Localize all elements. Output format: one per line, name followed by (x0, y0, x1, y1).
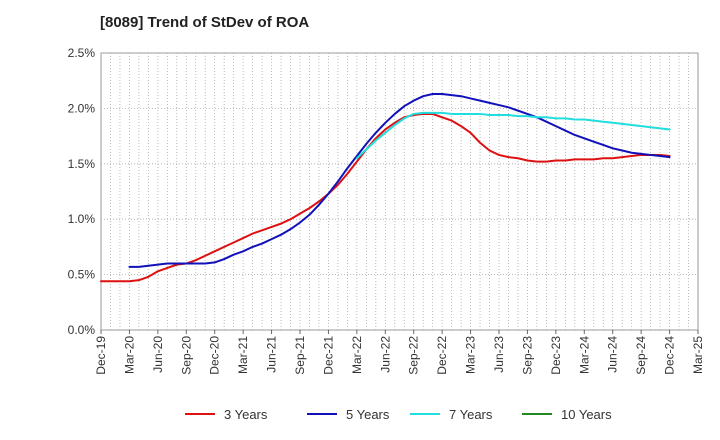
x-tick-label: Mar-23 (464, 336, 478, 374)
y-tick-label: 0.5% (68, 268, 96, 282)
x-tick-label: Dec-19 (94, 336, 108, 375)
grid-layer (101, 52, 698, 330)
x-tick-label: Dec-24 (663, 336, 677, 375)
x-tick-label: Sep-22 (407, 336, 421, 375)
series-line-5-years (128, 93, 671, 268)
x-tick-label: Mar-22 (350, 336, 364, 374)
y-tick-label: 2.0% (68, 101, 96, 115)
x-tick-label: Mar-21 (236, 336, 250, 374)
x-tick-label: Sep-21 (293, 336, 307, 375)
x-tick-label: Mar-24 (577, 336, 591, 374)
series-layer (100, 93, 671, 283)
x-tick-label: Jun-20 (151, 336, 165, 373)
legend: 3 Years 5 Years 7 Years 10 Years (185, 407, 612, 422)
series-line-7-years (355, 111, 671, 160)
x-tick-label: Jun-22 (378, 336, 392, 373)
y-tick-label: 0.0% (68, 323, 96, 337)
x-tick-label: Dec-23 (549, 336, 563, 375)
legend-label: 3 Years (224, 407, 268, 422)
series-line-3-years (100, 112, 671, 283)
x-tick-label: Dec-20 (208, 336, 222, 375)
x-tick-label: Sep-20 (179, 336, 193, 375)
y-axis: 0.0% 0.5% 1.0% 1.5% 2.0% 2.5% (68, 46, 96, 337)
legend-label: 10 Years (561, 407, 612, 422)
x-tick-label: Mar-20 (122, 336, 136, 374)
x-tick-label: Mar-25 (691, 336, 705, 374)
x-tick-label: Jun-23 (492, 336, 506, 373)
legend-label: 5 Years (346, 407, 390, 422)
x-tick-label: Sep-23 (520, 336, 534, 375)
x-tick-label: Dec-21 (321, 336, 335, 375)
x-tick-label: Dec-22 (435, 336, 449, 375)
x-tick-label: Jun-21 (265, 336, 279, 373)
plot-area (100, 52, 699, 331)
y-tick-label: 2.5% (68, 46, 96, 60)
y-tick-label: 1.5% (68, 157, 96, 171)
x-axis: Dec-19 Mar-20 Jun-20 Sep-20 Dec-20 Mar-21 Jun-… (94, 330, 705, 375)
x-tick-label: Jun-24 (606, 336, 620, 373)
legend-label: 7 Years (449, 407, 493, 422)
x-tick-label: Sep-24 (634, 336, 648, 375)
y-tick-label: 1.0% (68, 212, 96, 226)
chart-title: [8089] Trend of StDev of ROA (100, 14, 310, 31)
